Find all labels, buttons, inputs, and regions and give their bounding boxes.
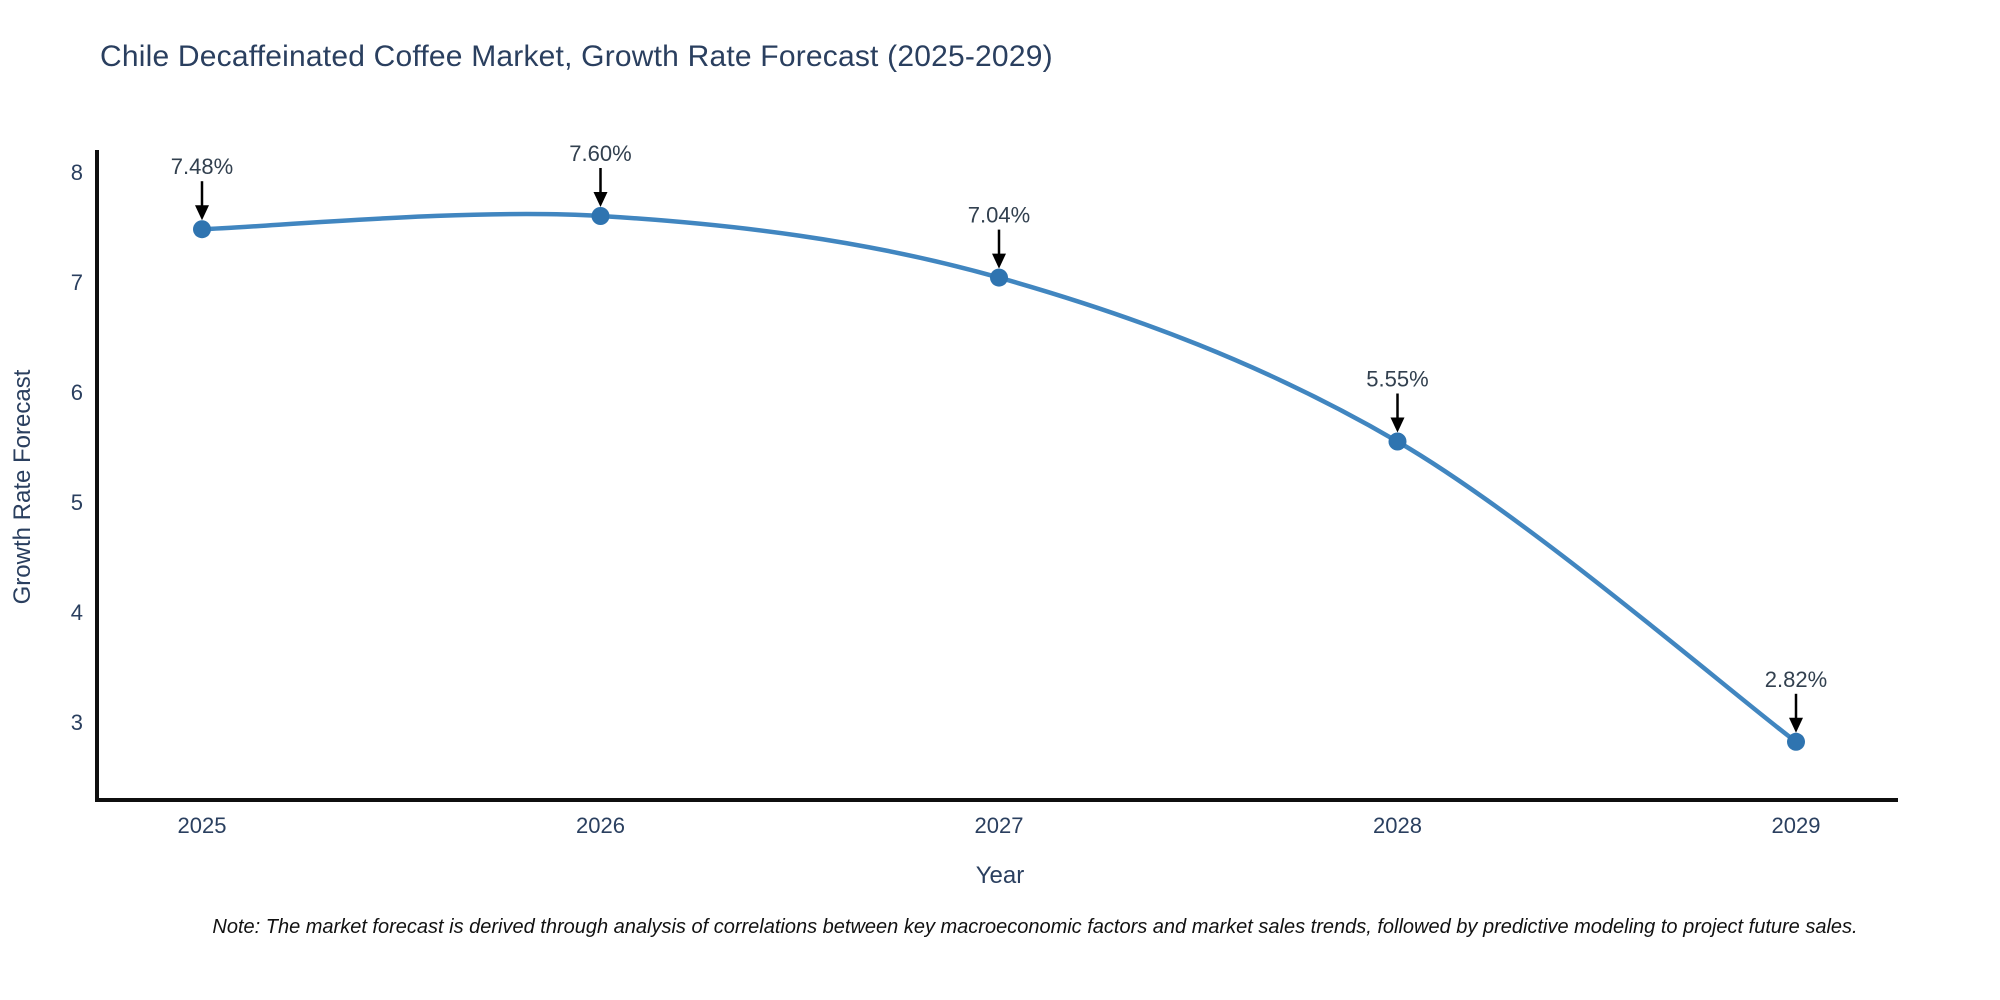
annotation-arrowhead [992, 253, 1006, 269]
x-tick-label: 2025 [178, 813, 227, 838]
annotation-arrowhead [593, 192, 608, 207]
y-tick-label: 6 [71, 380, 83, 405]
annotation-arrowhead [1390, 417, 1405, 433]
y-axis-title: Growth Rate Forecast [9, 369, 36, 604]
y-tick-label: 7 [71, 270, 83, 295]
trend-line [199, 211, 1799, 745]
data-point-label: 7.48% [171, 154, 233, 179]
x-tick-label: 2028 [1373, 813, 1422, 838]
chart-title: Chile Decaffeinated Coffee Market, Growt… [100, 40, 1053, 73]
annotation-arrowhead [195, 205, 209, 221]
data-point-2029[interactable] [1787, 732, 1805, 751]
footnote: Note: The market forecast is derived thr… [212, 916, 1858, 938]
data-point-label: 7.04% [968, 203, 1030, 228]
y-tick-label: 4 [71, 600, 83, 625]
x-tick-label: 2029 [1772, 813, 1821, 838]
data-point-label: 7.60% [569, 141, 631, 166]
x-tick-label: 2027 [975, 813, 1024, 838]
x-tick-label: 2026 [576, 813, 625, 838]
x-axis-title: Year [976, 862, 1025, 889]
data-point-2026[interactable] [591, 207, 610, 225]
y-tick-label: 3 [71, 710, 83, 735]
y-tick-label: 5 [71, 490, 83, 515]
y-tick-label: 8 [71, 160, 83, 185]
data-point-2028[interactable] [1388, 432, 1407, 451]
data-point-2027[interactable] [990, 268, 1008, 287]
data-point-label: 5.55% [1366, 367, 1428, 392]
annotation-arrowhead [1789, 717, 1803, 733]
data-point-label: 2.82% [1765, 667, 1827, 692]
data-point-2025[interactable] [193, 220, 211, 239]
